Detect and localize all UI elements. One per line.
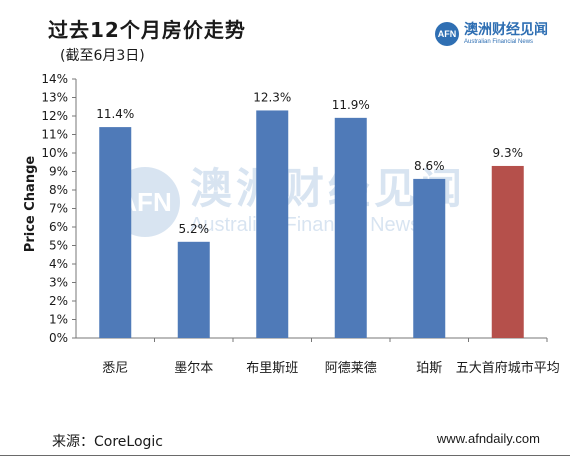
bar-value-label: 11.9% (332, 98, 370, 112)
brand-logo: AFN 澳洲财经见闻 Australian Financial News (435, 22, 548, 46)
bottom-divider (0, 455, 570, 456)
y-tick-label: 12% (41, 109, 68, 123)
bar (177, 241, 210, 338)
x-category-label: 悉尼 (102, 361, 128, 376)
bar-highlight (491, 165, 524, 338)
brand-text: 澳洲财经见闻 Australian Financial News (464, 23, 548, 45)
y-tick-label: 2% (49, 294, 68, 308)
bar-value-label: 5.2% (179, 222, 210, 236)
y-tick-label: 4% (49, 257, 68, 271)
chart-subtitle: (截至6月3日) (60, 48, 145, 64)
y-tick-label: 13% (41, 91, 68, 105)
x-category-label: 阿德莱德 (325, 361, 377, 376)
x-category-label: 布里斯班 (246, 361, 298, 376)
bar-value-label: 11.4% (96, 107, 134, 121)
bar (99, 127, 132, 338)
y-tick-label: 9% (49, 165, 68, 179)
brand-name-en: Australian Financial News (464, 39, 534, 45)
y-tick-label: 3% (49, 276, 68, 290)
bar-value-label: 12.3% (253, 90, 291, 104)
brand-name-cn: 澳洲财经见闻 (464, 22, 548, 38)
y-tick-label: 5% (49, 239, 68, 253)
afn-logo-icon: AFN (435, 22, 459, 46)
bar-value-label: 9.3% (493, 146, 524, 160)
bar (413, 178, 446, 338)
x-category-label: 墨尔本 (174, 361, 213, 376)
x-category-label: 五大首府城市平均 (456, 360, 560, 376)
y-tick-label: 10% (41, 146, 68, 160)
y-tick-label: 7% (49, 202, 68, 216)
bar-value-label: 8.6% (414, 159, 445, 173)
x-category-label: 珀斯 (416, 361, 442, 376)
y-tick-label: 6% (49, 220, 68, 234)
bar (334, 117, 367, 338)
y-tick-label: 14% (41, 72, 68, 86)
chart-title: 过去12个月房价走势 (48, 18, 246, 42)
y-tick-label: 11% (41, 128, 68, 142)
y-axis-label: Price Change (23, 156, 38, 253)
source-note: 来源：CoreLogic (52, 434, 163, 450)
bar (256, 110, 289, 338)
y-tick-label: 1% (49, 313, 68, 327)
website-link[interactable]: www.afndaily.com (436, 431, 540, 446)
y-tick-label: 0% (49, 331, 68, 345)
y-tick-label: 8% (49, 183, 68, 197)
